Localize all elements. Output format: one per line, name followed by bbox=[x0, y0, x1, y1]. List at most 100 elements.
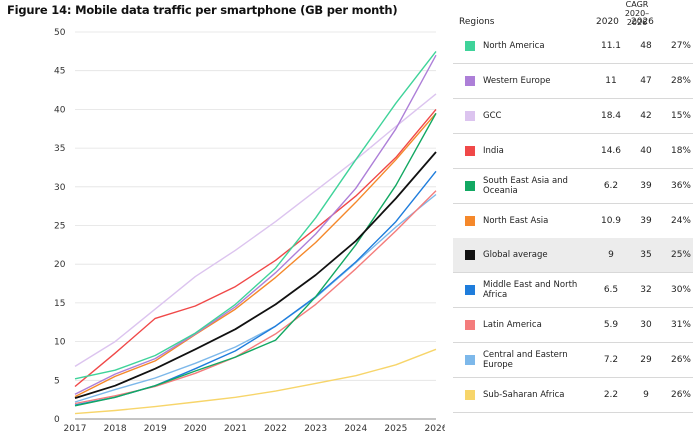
value-cagr: 31% bbox=[670, 320, 691, 331]
header-regions: Regions bbox=[459, 17, 495, 27]
value-2020: 7.2 bbox=[603, 355, 619, 366]
value-2026: 29 bbox=[640, 355, 652, 366]
value-2020: 6.5 bbox=[603, 285, 619, 296]
region-name: Sub-Saharan Africa bbox=[483, 390, 565, 400]
header-cagr: CAGR 2020–2026 bbox=[624, 0, 650, 27]
series-line-india bbox=[74, 108, 437, 388]
value-2026: 47 bbox=[640, 75, 652, 86]
series-line-global-average bbox=[74, 151, 437, 399]
legend-swatch bbox=[465, 180, 475, 191]
table-row: North East Asia 10.9 39 24% bbox=[453, 204, 693, 239]
data-table: Regions 2020 2026 North America 11.1 48 27%… bbox=[447, 0, 700, 434]
gridlines bbox=[75, 31, 436, 420]
value-2026: 35 bbox=[640, 250, 652, 261]
table-row: GCC 18.4 42 15% bbox=[453, 99, 693, 134]
header-2020: 2020 bbox=[596, 17, 619, 27]
y-tick-label: 40 bbox=[54, 105, 66, 115]
value-cagr: 26% bbox=[670, 355, 691, 366]
series-line-north-east-asia bbox=[74, 112, 437, 398]
series-lines bbox=[74, 50, 437, 415]
y-tick-label: 20 bbox=[54, 260, 66, 270]
series-line-western-europe bbox=[74, 54, 437, 395]
value-cagr: 26% bbox=[670, 390, 691, 400]
legend-swatch bbox=[465, 215, 475, 226]
value-cagr: 30% bbox=[670, 285, 691, 296]
region-name: GCC bbox=[483, 110, 502, 121]
value-2026: 30 bbox=[640, 320, 652, 331]
x-tick-label: 2018 bbox=[104, 424, 127, 434]
legend-swatch bbox=[465, 75, 475, 86]
x-tick-label: 2026 bbox=[425, 424, 445, 434]
region-name: Western Europe bbox=[483, 75, 551, 86]
value-cagr: 24% bbox=[670, 215, 691, 226]
value-2020: 14.6 bbox=[600, 145, 622, 156]
value-2026: 39 bbox=[640, 180, 652, 191]
legend-swatch bbox=[465, 355, 475, 366]
header-2026: 2026 bbox=[631, 17, 654, 27]
table-row: Sub-Saharan Africa 2.2 9 26% bbox=[453, 378, 693, 413]
legend-swatch bbox=[465, 320, 475, 331]
legend-swatch bbox=[465, 390, 475, 400]
x-tick-label: 2020 bbox=[184, 424, 207, 434]
table-row: North America 11.1 48 27% bbox=[453, 29, 693, 64]
region-name: North America bbox=[483, 41, 545, 51]
region-name: Latin America bbox=[483, 320, 542, 331]
legend-swatch bbox=[465, 250, 475, 261]
value-2020: 2.2 bbox=[603, 390, 619, 400]
y-tick-label: 50 bbox=[54, 28, 66, 38]
y-tick-label: 45 bbox=[54, 67, 65, 77]
legend-swatch bbox=[465, 110, 475, 121]
table-row: Middle East and North Africa 6.5 32 30% bbox=[453, 273, 693, 309]
value-2026: 40 bbox=[640, 145, 652, 156]
y-tick-label: 0 bbox=[54, 415, 60, 425]
table-row: Central and Eastern Europe 7.2 29 26% bbox=[453, 343, 693, 379]
x-tick-label: 2017 bbox=[64, 424, 87, 434]
x-tick-label: 2019 bbox=[144, 424, 167, 434]
chart-title: Figure 14: Mobile data traffic per smart… bbox=[7, 3, 398, 17]
series-line-sub-saharan-africa bbox=[74, 348, 437, 415]
value-2020: 11.1 bbox=[600, 41, 622, 51]
x-tick-label: 2025 bbox=[384, 424, 407, 434]
y-tick-label: 30 bbox=[54, 183, 66, 193]
value-cagr: 27% bbox=[670, 41, 691, 51]
region-name: Middle East and North Africa bbox=[483, 280, 578, 301]
value-2026: 9 bbox=[643, 390, 649, 400]
value-cagr: 15% bbox=[670, 110, 691, 121]
x-tick-label: 2021 bbox=[224, 424, 247, 434]
legend-swatch bbox=[465, 285, 475, 296]
value-cagr: 18% bbox=[670, 145, 691, 156]
value-2026: 48 bbox=[640, 41, 652, 51]
table-row: Latin America 5.9 30 31% bbox=[453, 308, 693, 344]
y-tick-label: 35 bbox=[54, 144, 65, 154]
y-tick-label: 25 bbox=[54, 222, 65, 232]
y-tick-label: 10 bbox=[54, 338, 66, 348]
value-2020: 11 bbox=[605, 75, 617, 86]
y-axis: 0 5 10 15 20 25 30 35 40 45 50 bbox=[54, 28, 66, 425]
y-tick-label: 15 bbox=[54, 299, 65, 309]
x-tick-label: 2024 bbox=[344, 424, 367, 434]
region-name: South East Asia and Oceania bbox=[483, 175, 568, 196]
y-tick-label: 5 bbox=[54, 376, 60, 386]
x-tick-label: 2022 bbox=[264, 424, 287, 434]
value-2020: 5.9 bbox=[603, 320, 619, 331]
region-name: North East Asia bbox=[483, 215, 549, 226]
value-cagr: 25% bbox=[670, 250, 691, 261]
region-name: Global average bbox=[483, 250, 548, 261]
value-2026: 39 bbox=[640, 215, 652, 226]
value-2020: 18.4 bbox=[600, 110, 622, 121]
x-tick-label: 2023 bbox=[304, 424, 327, 434]
value-cagr: 36% bbox=[670, 180, 691, 191]
x-axis: 2017 2018 2019 2020 2021 2022 2023 2024 2025 2026 bbox=[64, 424, 445, 434]
value-2026: 42 bbox=[640, 110, 652, 121]
series-line-central-and-eastern-europe bbox=[74, 193, 437, 403]
value-2026: 32 bbox=[640, 285, 652, 296]
value-2020: 6.2 bbox=[603, 180, 619, 191]
series-line-north-america bbox=[74, 50, 437, 380]
series-line-gcc bbox=[74, 93, 437, 367]
region-name: Central and Eastern Europe bbox=[483, 350, 568, 371]
value-cagr: 28% bbox=[670, 75, 691, 86]
table-row: Global average 9 35 25% bbox=[453, 238, 693, 274]
legend-swatch bbox=[465, 41, 475, 51]
table-row: India 14.6 40 18% bbox=[453, 134, 693, 169]
